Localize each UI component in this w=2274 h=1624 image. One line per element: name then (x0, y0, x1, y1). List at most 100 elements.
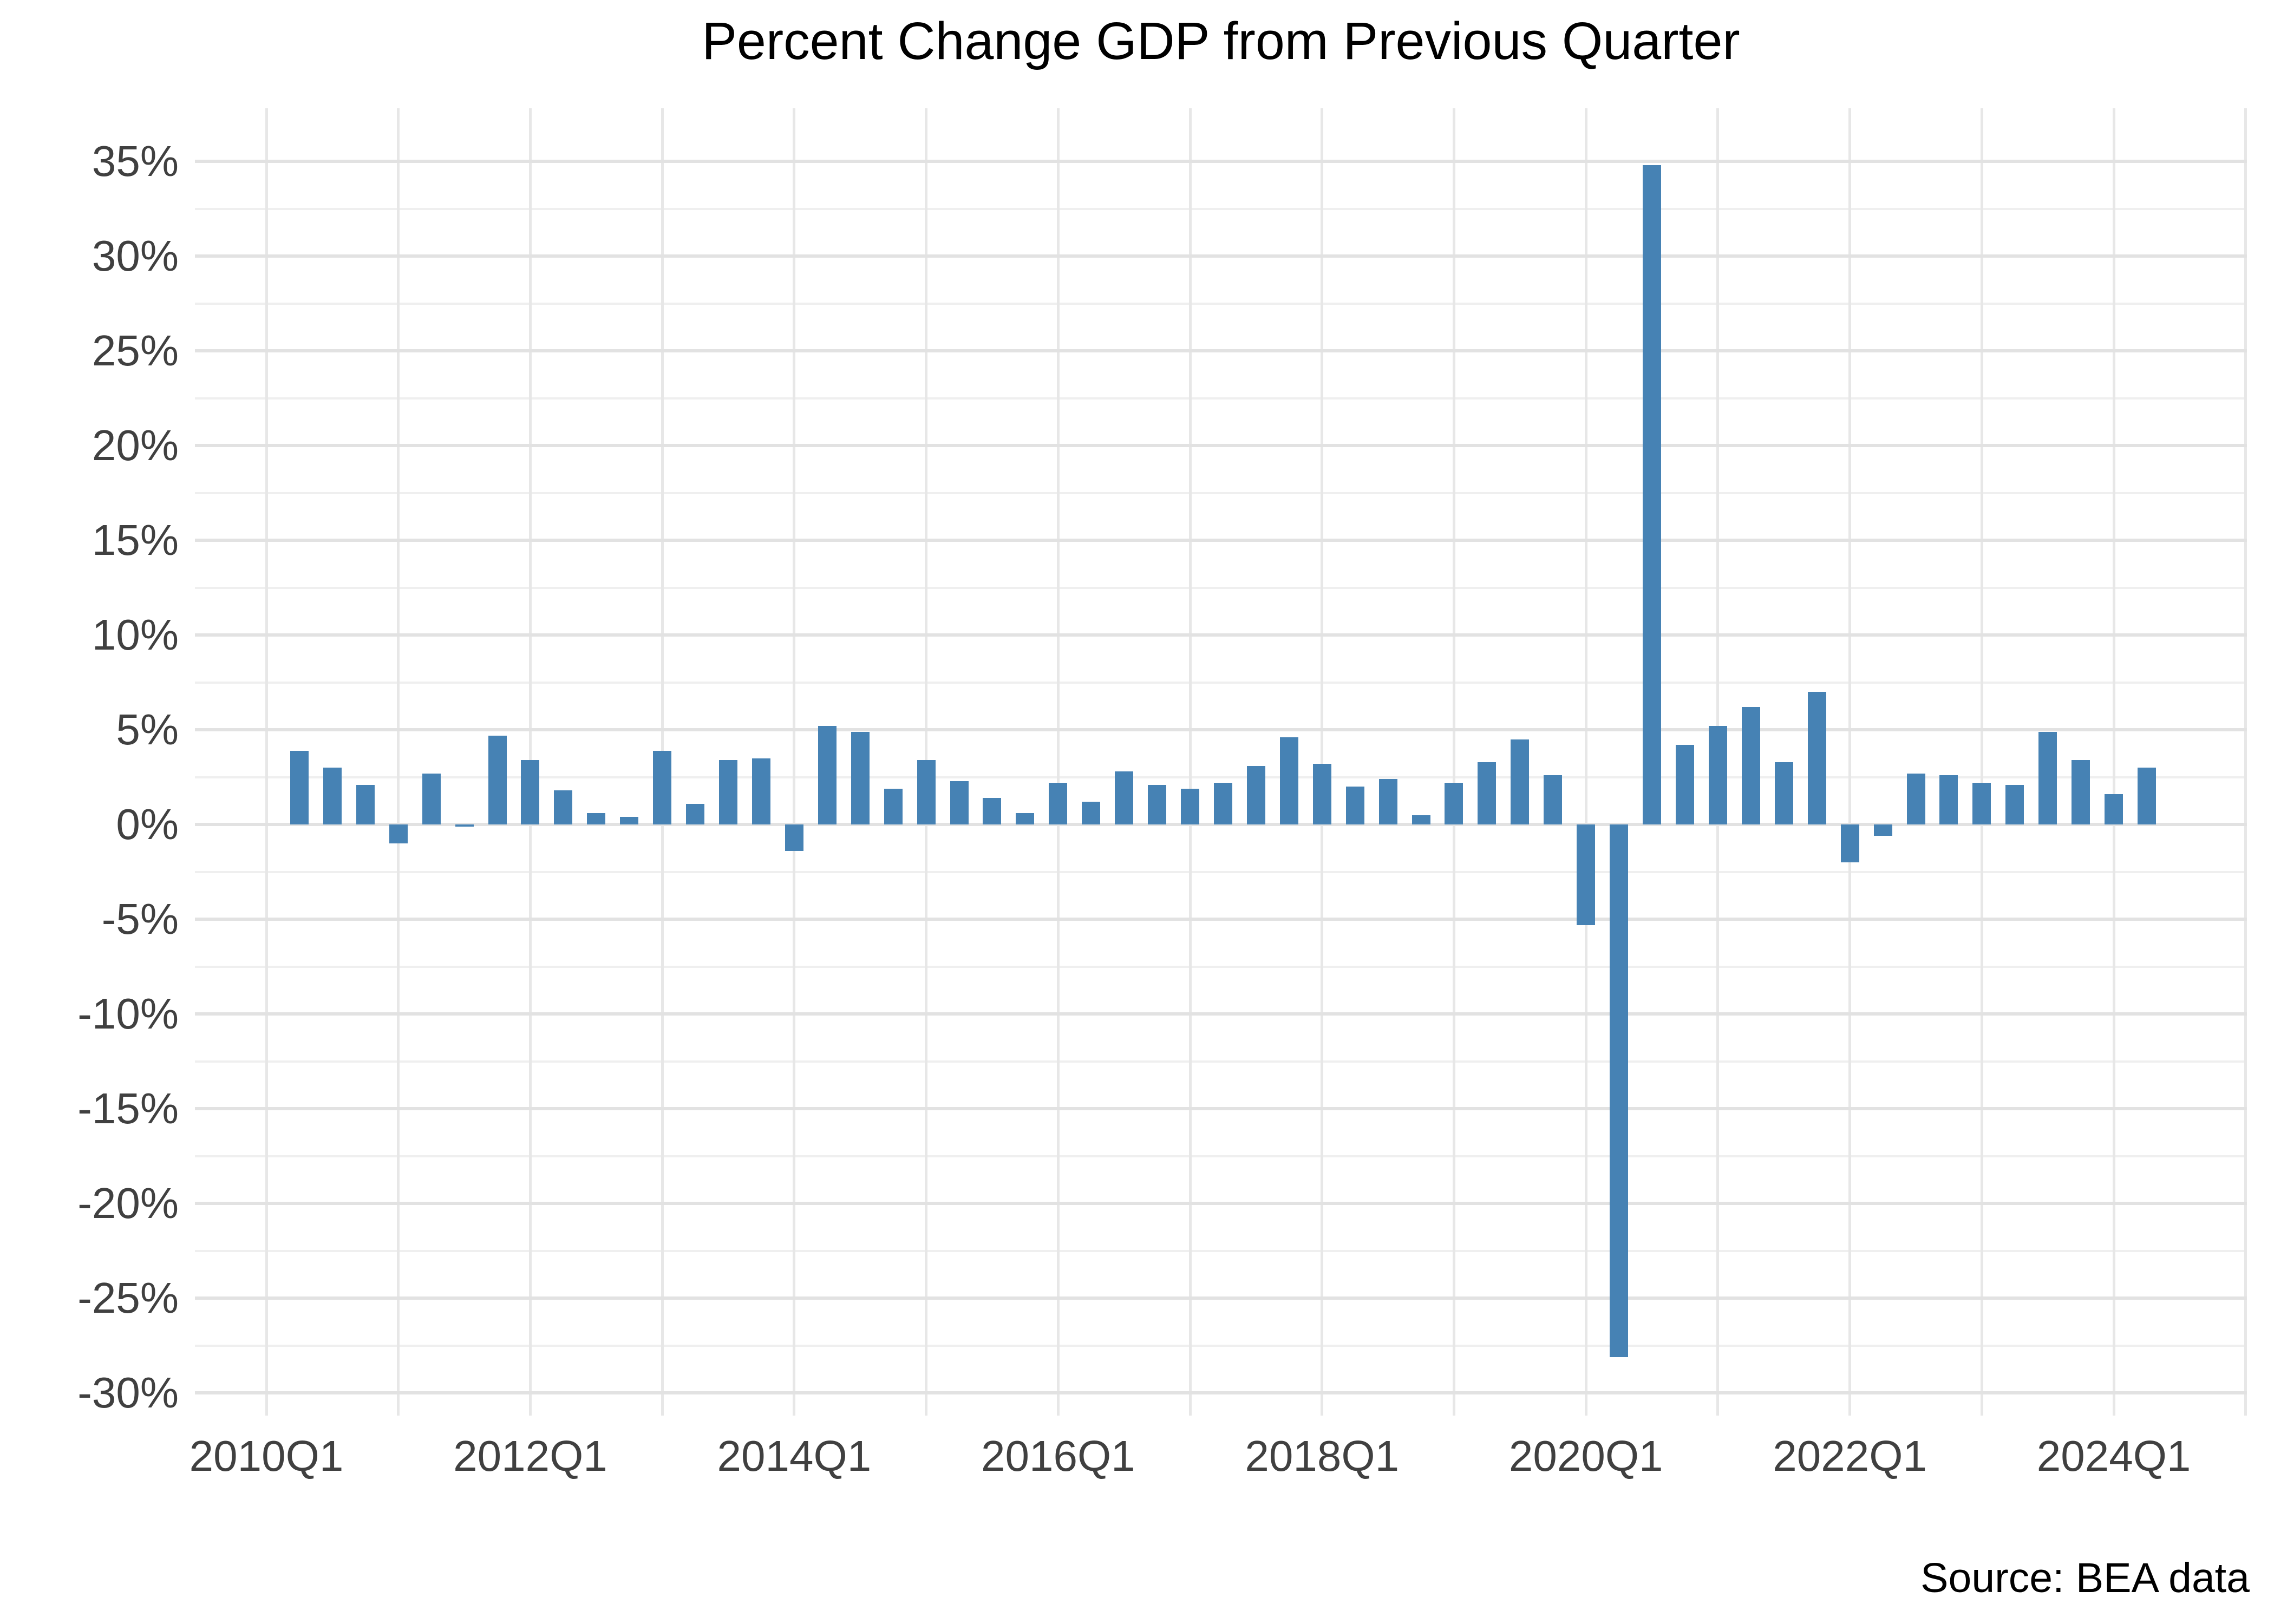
bar-2015Q4 (1016, 813, 1035, 824)
bar-2018Q4 (1412, 815, 1430, 824)
bar-2021Q2 (1741, 707, 1760, 824)
x-axis-label: 2010Q1 (189, 1432, 344, 1480)
bar-2018Q3 (1378, 779, 1397, 824)
y-major-gridline (195, 823, 2247, 826)
y-axis-label: -25% (77, 1274, 179, 1322)
y-axis-label: -20% (77, 1179, 179, 1227)
bar-2023Q1 (1972, 783, 1991, 824)
y-minor-gridline (195, 1060, 2247, 1063)
bar-2016Q4 (1148, 784, 1167, 824)
y-minor-gridline (195, 492, 2247, 494)
x-year-gridline (793, 108, 796, 1416)
source-note: Source: BEA data (1920, 1555, 2250, 1601)
y-minor-gridline (195, 1249, 2247, 1252)
bar-2022Q2 (1873, 824, 1892, 836)
y-axis-label: -10% (77, 990, 179, 1038)
bar-2017Q3 (1246, 765, 1265, 824)
bar-2011Q4 (488, 735, 507, 824)
bar-2024Q1 (2105, 794, 2123, 824)
bar-2013Q2 (686, 803, 705, 824)
bar-2022Q3 (1906, 773, 1925, 824)
y-major-gridline (195, 1107, 2247, 1110)
x-year-gridline (1056, 108, 1060, 1416)
x-year-gridline (2244, 108, 2247, 1416)
bar-2015Q3 (983, 798, 1002, 824)
x-axis-label: 2014Q1 (717, 1432, 872, 1480)
bar-2024Q2 (2138, 768, 2156, 824)
x-axis-label: 2018Q1 (1245, 1432, 1400, 1480)
y-major-gridline (195, 349, 2247, 352)
bar-2016Q1 (1049, 783, 1068, 824)
bar-2013Q3 (719, 760, 738, 824)
y-major-gridline (195, 633, 2247, 637)
y-minor-gridline (195, 776, 2247, 778)
y-major-gridline (195, 539, 2247, 542)
y-major-gridline (195, 1012, 2247, 1016)
bar-2020Q1 (1577, 824, 1596, 925)
bar-2021Q4 (1807, 692, 1826, 824)
x-axis-label: 2016Q1 (981, 1432, 1135, 1480)
bar-2021Q3 (1774, 762, 1793, 824)
y-major-gridline (195, 728, 2247, 731)
bar-2016Q2 (1082, 802, 1101, 824)
x-year-gridline (2112, 108, 2115, 1416)
bar-2012Q4 (620, 817, 639, 824)
bar-2011Q2 (422, 773, 441, 824)
y-axis-label: 35% (92, 137, 179, 185)
y-minor-gridline (195, 870, 2247, 873)
bar-2014Q2 (818, 726, 837, 824)
bar-2010Q3 (323, 768, 342, 824)
bar-2013Q4 (752, 758, 770, 824)
bar-2020Q3 (1643, 165, 1662, 824)
x-axis-label: 2022Q1 (1773, 1432, 1927, 1480)
x-year-gridline (1321, 108, 1324, 1416)
y-axis-label: 15% (92, 516, 179, 564)
x-year-gridline (397, 108, 400, 1416)
bar-2019Q1 (1445, 783, 1463, 824)
x-axis-label: 2020Q1 (1508, 1432, 1663, 1480)
bar-2012Q3 (587, 813, 606, 824)
bar-2016Q3 (1115, 771, 1134, 824)
y-minor-gridline (195, 302, 2247, 305)
bar-2014Q4 (884, 788, 903, 824)
y-axis-label: 25% (92, 326, 179, 375)
bar-2022Q4 (1939, 775, 1958, 824)
y-minor-gridline (195, 586, 2247, 589)
x-year-gridline (265, 108, 268, 1416)
bar-2020Q4 (1675, 745, 1694, 824)
x-year-gridline (1452, 108, 1455, 1416)
bar-2010Q2 (290, 750, 309, 824)
y-axis-label: -5% (101, 895, 179, 943)
bar-2014Q3 (851, 731, 870, 824)
x-year-gridline (1848, 108, 1852, 1416)
bar-2023Q3 (2038, 731, 2057, 824)
y-major-gridline (195, 160, 2247, 163)
bar-2017Q4 (1279, 737, 1298, 824)
y-minor-gridline (195, 1344, 2247, 1347)
bar-2012Q2 (554, 790, 573, 824)
x-axis-label: 2012Q1 (453, 1432, 607, 1480)
bar-2022Q1 (1840, 824, 1859, 862)
bar-2021Q1 (1708, 726, 1727, 824)
bar-2019Q3 (1511, 739, 1530, 824)
bar-2020Q2 (1610, 824, 1629, 1357)
y-axis-label: 30% (92, 232, 179, 280)
bar-2023Q4 (2072, 760, 2090, 824)
y-minor-gridline (195, 397, 2247, 400)
y-axis-label: -30% (77, 1368, 179, 1417)
y-axis-label: 20% (92, 421, 179, 469)
bar-2013Q1 (653, 750, 672, 824)
bar-2018Q2 (1345, 787, 1364, 824)
bar-2017Q2 (1213, 783, 1232, 824)
y-axis-label: 0% (116, 800, 179, 848)
y-major-gridline (195, 918, 2247, 921)
bar-2015Q2 (950, 781, 969, 824)
chart-title: Percent Change GDP from Previous Quarter (702, 11, 1740, 70)
y-minor-gridline (195, 681, 2247, 684)
bar-2011Q3 (455, 824, 474, 827)
bar-2023Q2 (2005, 784, 2024, 824)
y-axis-label: 10% (92, 611, 179, 659)
bar-2010Q4 (356, 784, 375, 824)
y-axis-label: -15% (77, 1084, 179, 1132)
